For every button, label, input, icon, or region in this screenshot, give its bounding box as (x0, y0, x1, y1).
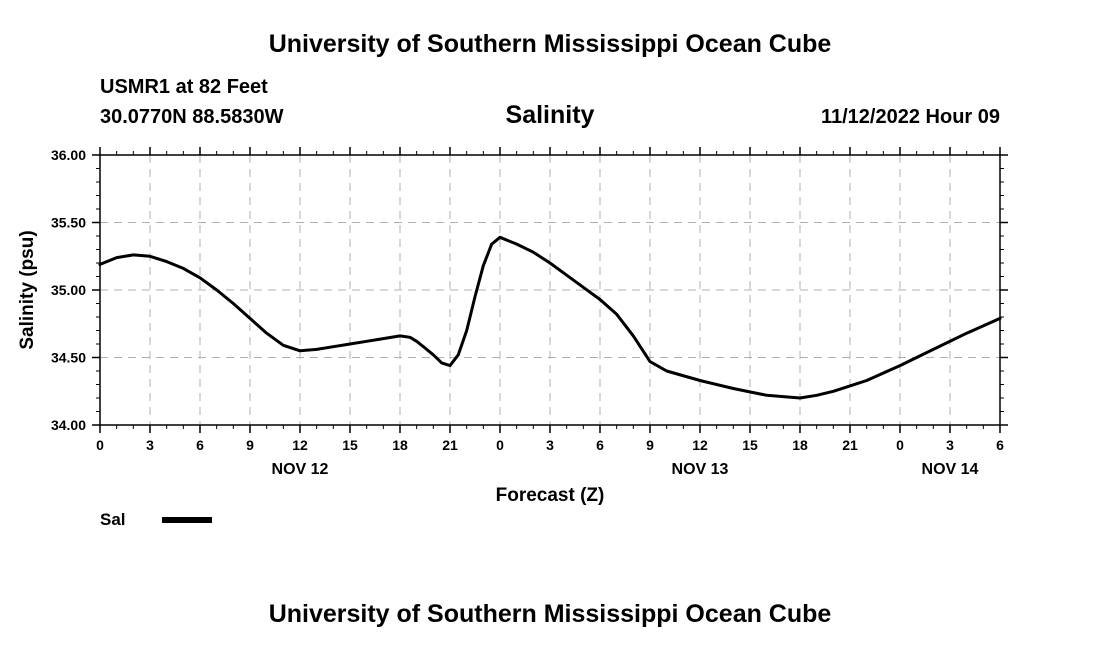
station-label: USMR1 at 82 Feet (100, 76, 268, 98)
y-tick-label: 34.00 (51, 417, 86, 433)
legend-swatch (162, 517, 212, 523)
x-tick-label: 3 (546, 437, 554, 453)
x-tick-label: 15 (342, 437, 358, 453)
coordinates-label: 30.0770N 88.5830W (100, 106, 284, 128)
x-tick-label: 18 (792, 437, 808, 453)
x-tick-label: 3 (946, 437, 954, 453)
grid (100, 155, 1000, 425)
tick-labels: 34.00 34.50 35.00 35.50 36.00 0 3 6 9 12 15 18 21 0 3 6… (51, 147, 1004, 478)
x-tick-label: 9 (246, 437, 254, 453)
variable-title: Salinity (505, 101, 595, 129)
plot-frame (99, 154, 1001, 426)
y-axis-label: Salinity (psu) (17, 230, 38, 349)
day-label: NOV 12 (272, 461, 329, 478)
chart-title: University of Southern Mississippi Ocean… (268, 30, 832, 58)
x-tick-label: 18 (392, 437, 408, 453)
day-label: NOV 14 (922, 461, 979, 478)
series-layer (98, 235, 1002, 400)
x-tick-label: 0 (896, 437, 904, 453)
x-tick-label: 3 (146, 437, 154, 453)
x-tick-label: 12 (292, 437, 308, 453)
x-tick-label: 6 (196, 437, 204, 453)
series-line-sal (98, 235, 1002, 400)
x-tick-label: 6 (596, 437, 604, 453)
y-tick-label: 35.50 (51, 215, 86, 231)
x-tick-label: 9 (646, 437, 654, 453)
x-axis-label: Forecast (Z) (496, 485, 605, 506)
y-tick-label: 35.00 (51, 282, 86, 298)
x-tick-label: 15 (742, 437, 758, 453)
day-label: NOV 13 (672, 461, 729, 478)
footer-title: University of Southern Mississippi Ocean… (268, 600, 832, 628)
x-tick-label: 0 (96, 437, 104, 453)
datetime-label: 11/12/2022 Hour 09 (820, 106, 1000, 128)
x-tick-label: 21 (842, 437, 858, 453)
legend-label: Sal (100, 510, 126, 529)
x-tick-label: 0 (496, 437, 504, 453)
x-tick-label: 12 (692, 437, 708, 453)
x-tick-label: 6 (996, 437, 1004, 453)
x-tick-label: 21 (442, 437, 458, 453)
y-tick-label: 34.50 (51, 350, 86, 366)
y-tick-label: 36.00 (51, 147, 86, 163)
